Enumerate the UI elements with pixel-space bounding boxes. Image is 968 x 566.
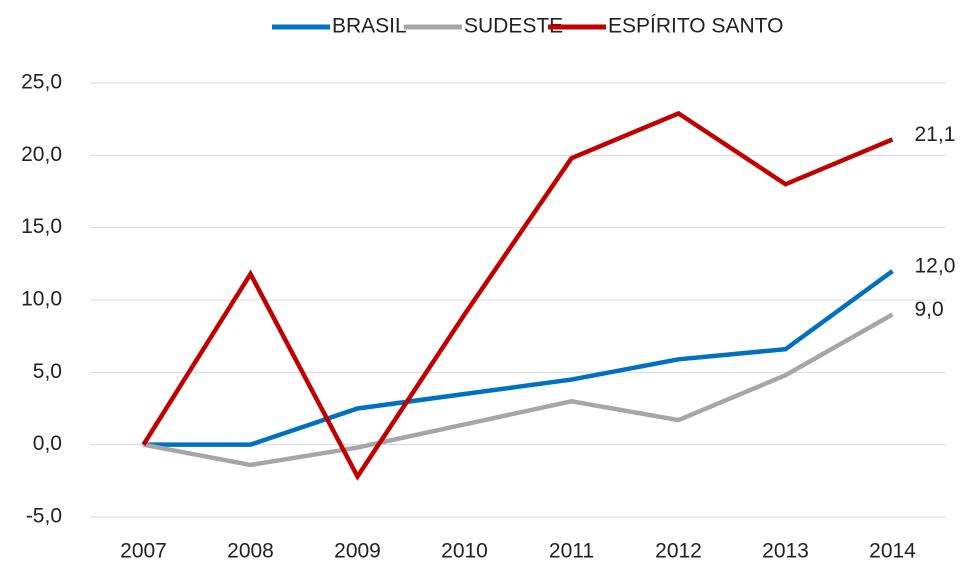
series-line (143, 269, 894, 447)
x-tick-label: 2010 (441, 540, 488, 563)
y-tick-label: 10,0 (21, 288, 62, 311)
legend-label: ESPÍRITO SANTO (608, 15, 783, 38)
series-line (143, 312, 894, 468)
x-tick-label: 2014 (869, 540, 916, 563)
x-tick-label: 2012 (655, 540, 702, 563)
x-tick-label: 2008 (227, 540, 274, 563)
data-label: 21,1 (915, 123, 956, 146)
series-line (141, 110, 894, 481)
data-label: 12,0 (915, 255, 956, 278)
x-tick-label: 2007 (120, 540, 167, 563)
data-label: 9,0 (915, 298, 944, 321)
y-tick-label: 25,0 (21, 71, 62, 94)
x-tick-label: 2009 (334, 540, 381, 563)
legend-label: SUDESTE (464, 15, 563, 38)
y-tick-label: -5,0 (26, 505, 62, 528)
y-tick-label: 0,0 (33, 432, 62, 455)
y-tick-label: 5,0 (33, 360, 62, 383)
legend-label: BRASIL (332, 15, 407, 38)
x-tick-label: 2013 (762, 540, 809, 563)
x-tick-label: 2011 (549, 540, 594, 563)
y-tick-label: 20,0 (21, 143, 62, 166)
y-tick-label: 15,0 (21, 215, 62, 238)
